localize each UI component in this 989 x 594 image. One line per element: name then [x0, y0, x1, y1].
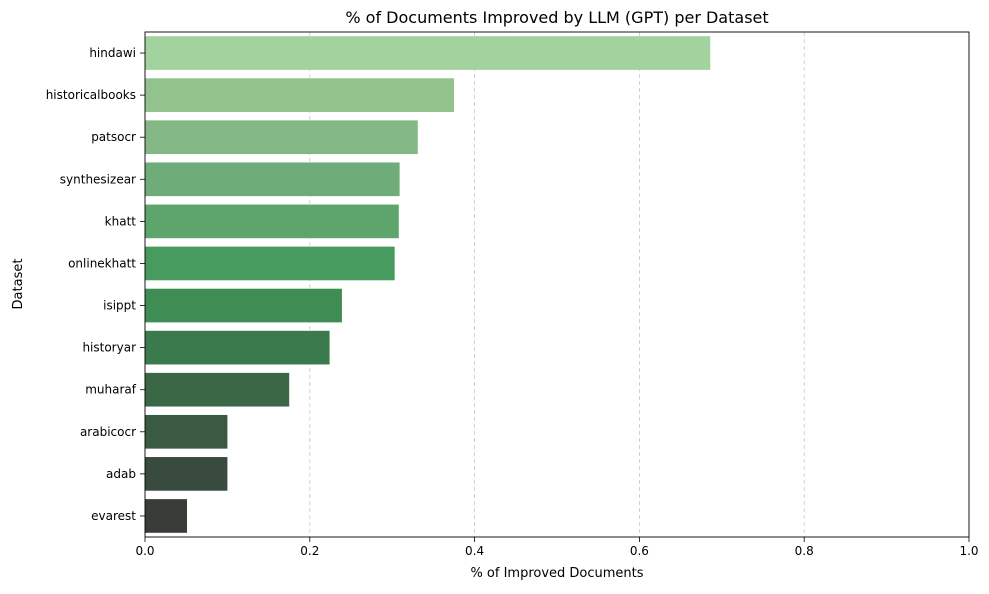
bar-onlinekhatt [145, 246, 395, 281]
y-tick-label-synthesizear: synthesizear [60, 172, 136, 186]
y-tick-label-adab: adab [106, 467, 136, 481]
x-tick-label: 1.0 [959, 544, 978, 558]
y-tick-label-onlinekhatt: onlinekhatt [68, 256, 136, 270]
y-tick-label-evarest: evarest [91, 509, 136, 523]
x-tick-label: 0.4 [465, 544, 484, 558]
y-tick-label-muharaf: muharaf [85, 383, 137, 397]
bar-historyar [145, 330, 330, 365]
y-tick-label-khatt: khatt [105, 214, 137, 228]
bar-patsocr [145, 120, 418, 155]
y-tick-label-historyar: historyar [82, 341, 136, 355]
x-tick-label: 0.6 [630, 544, 649, 558]
bar-evarest [145, 499, 188, 533]
bar-isippt [145, 288, 342, 323]
y-tick-label-historicalbooks: historicalbooks [46, 88, 136, 102]
y-tick-label-hindawi: hindawi [89, 46, 136, 60]
plot-frame [144, 31, 970, 538]
axes [140, 31, 970, 542]
bar-hindawi [145, 36, 711, 70]
tick-labels: 0.0 0.2 0.4 0.6 0.8 1.0 hindawi historicalbooks… [46, 46, 979, 558]
bar-muharaf [145, 372, 290, 407]
x-axis-label: % of Improved Documents [470, 566, 643, 581]
chart-title: % of Documents Improved by LLM (GPT) per… [345, 8, 768, 27]
y-axis-label: Dataset [11, 259, 26, 310]
bar-arabicocr [145, 414, 228, 449]
bar-historicalbooks [145, 78, 454, 112]
bar-khatt [145, 204, 399, 239]
x-tick-label: 0.0 [135, 544, 154, 558]
bar-adab [145, 457, 228, 491]
grid-lines [309, 32, 805, 537]
y-tick-label-isippt: isippt [103, 299, 136, 313]
y-tick-label-arabicocr: arabicocr [80, 425, 136, 439]
bar-synthesizear [145, 162, 400, 197]
x-tick-label: 0.8 [795, 544, 814, 558]
bars [145, 36, 711, 533]
y-tick-label-patsocr: patsocr [91, 130, 136, 144]
x-tick-label: 0.2 [300, 544, 319, 558]
